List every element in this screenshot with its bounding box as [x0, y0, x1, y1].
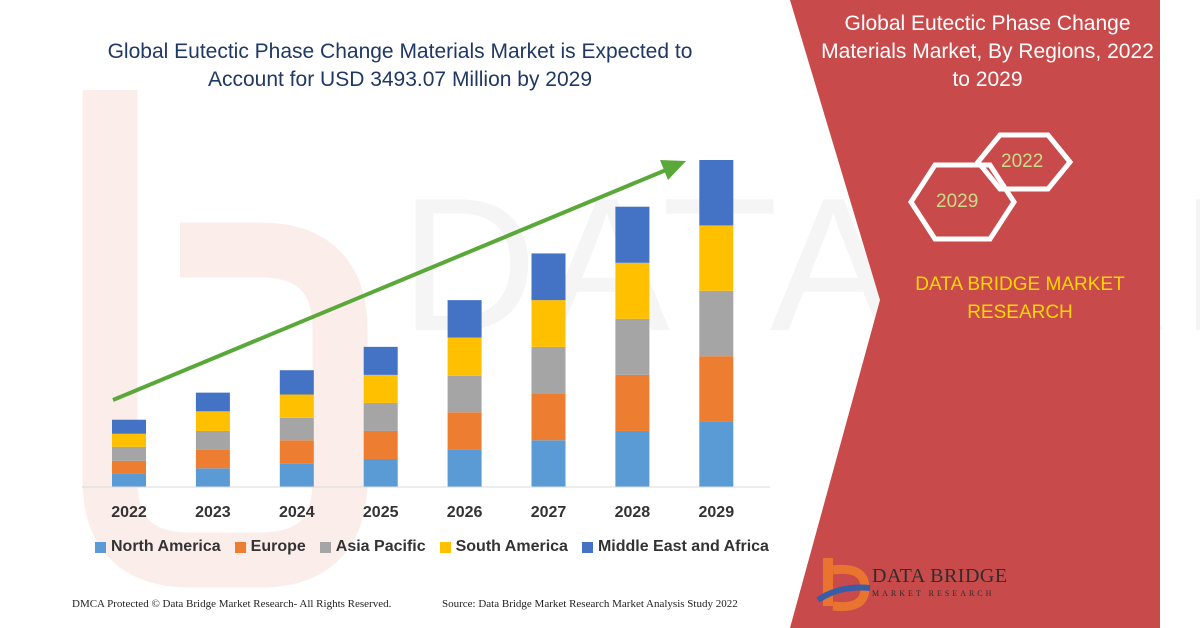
legend-label: Asia Pacific: [335, 538, 426, 555]
bar-segment-2027-south-america: [531, 300, 566, 347]
bar-segment-2028-middle-east-and-africa: [615, 206, 650, 263]
hex-label-2022: 2022: [1001, 151, 1044, 172]
bar-segment-2026-asia-pacific: [447, 375, 482, 413]
footer-copyright: DMCA Protected © Data Bridge Market Rese…: [72, 598, 392, 610]
legend-item-asia-pacific: Asia Pacific: [319, 538, 426, 556]
bar-segment-2028-europe: [615, 374, 650, 431]
legend-label: Europe: [250, 538, 306, 555]
bar-segment-2023-south-america: [195, 411, 230, 431]
bar-segment-2024-north-america: [279, 463, 314, 487]
hex-label-2029: 2029: [936, 191, 979, 212]
bar-segment-2023-north-america: [195, 468, 230, 487]
bar-segment-2022-middle-east-and-africa: [112, 419, 146, 434]
logo-name: DATA BRIDGE: [872, 565, 1008, 587]
footer-source: Source: Data Bridge Market Research Mark…: [442, 598, 738, 610]
chart-legend: North America Europe Asia Pacific South Ame…: [95, 538, 769, 556]
brand-text: DATA BRIDGE MARKET RESEARCH: [915, 274, 1125, 323]
bar-segment-2025-europe: [363, 430, 398, 459]
x-tick-label-2028: 2028: [615, 504, 651, 521]
bar-segment-2026-europe: [447, 412, 482, 450]
trend-arrow-line: [112, 168, 667, 402]
legend-item-north-america: North America: [95, 538, 221, 556]
legend-item-europe: Europe: [234, 538, 306, 556]
bar-segment-2029-north-america: [699, 421, 734, 487]
x-tick-label-2022: 2022: [111, 504, 147, 521]
x-tick-labels: 2022 2023 2024 2025 2026 2027 2028 2029: [111, 504, 734, 521]
bars-layer: [112, 160, 734, 487]
bar-segment-2029-south-america: [699, 225, 734, 291]
trend-arrow-head: [660, 160, 686, 180]
panel-title: Global Eutectic Phase Change Materials M…: [821, 12, 1154, 91]
bar-segment-2028-north-america: [615, 430, 650, 487]
bar-segment-2027-middle-east-and-africa: [531, 253, 566, 301]
legend-label: South America: [455, 538, 568, 555]
legend-swatch: [439, 541, 451, 553]
x-tick-label-2029: 2029: [699, 504, 735, 521]
bar-segment-2029-europe: [699, 356, 734, 422]
legend-label: North America: [111, 538, 221, 555]
bar-segment-2024-middle-east-and-africa: [279, 370, 314, 395]
trend-arrow: [112, 160, 686, 402]
legend-label: Middle East and Africa: [597, 538, 769, 555]
legend-swatch: [95, 541, 106, 553]
bar-segment-2028-south-america: [615, 262, 650, 319]
bar-segment-2022-south-america: [112, 433, 146, 447]
bar-segment-2022-north-america: [112, 473, 146, 487]
chart-title: Global Eutectic Phase Change Materials M…: [107, 40, 693, 91]
legend-item-middle-east-and-africa: Middle East and Africa: [581, 538, 769, 556]
bar-segment-2027-asia-pacific: [531, 346, 566, 394]
x-tick-label-2026: 2026: [447, 504, 483, 521]
legend-swatch: [234, 541, 246, 553]
legend-swatch: [581, 541, 593, 553]
legend-swatch: [319, 541, 331, 553]
bar-segment-2023-asia-pacific: [195, 430, 230, 450]
x-tick-label-2025: 2025: [363, 504, 399, 521]
bar-segment-2029-asia-pacific: [699, 290, 734, 357]
stacked-bar-chart: 2022 2023 2024 2025 2026 2027 2028 2029: [82, 160, 770, 521]
x-tick-label-2027: 2027: [531, 504, 567, 521]
bar-segment-2026-south-america: [447, 337, 482, 376]
bar-segment-2026-north-america: [447, 449, 482, 487]
bar-segment-2023-europe: [195, 449, 230, 469]
bar-segment-2024-europe: [279, 440, 314, 464]
x-tick-label-2024: 2024: [279, 504, 315, 521]
bar-segment-2025-south-america: [363, 374, 398, 403]
bar-segment-2023-middle-east-and-africa: [195, 392, 230, 412]
bar-segment-2029-middle-east-and-africa: [699, 160, 734, 226]
bar-segment-2024-asia-pacific: [279, 417, 314, 441]
bar-segment-2028-asia-pacific: [615, 318, 650, 375]
bar-segment-2025-middle-east-and-africa: [363, 346, 398, 375]
bar-segment-2022-europe: [112, 460, 146, 474]
legend-item-south-america: South America: [439, 538, 568, 556]
bar-segment-2027-europe: [531, 393, 566, 441]
bar-segment-2022-asia-pacific: [112, 446, 146, 461]
x-tick-label-2023: 2023: [195, 504, 231, 521]
bar-segment-2027-north-america: [531, 440, 566, 487]
bar-segment-2025-north-america: [363, 458, 398, 487]
logo-subtitle: MARKET RESEARCH: [872, 589, 995, 598]
bar-segment-2025-asia-pacific: [363, 402, 398, 431]
bar-segment-2024-south-america: [279, 394, 314, 418]
bar-segment-2026-middle-east-and-africa: [447, 300, 482, 338]
